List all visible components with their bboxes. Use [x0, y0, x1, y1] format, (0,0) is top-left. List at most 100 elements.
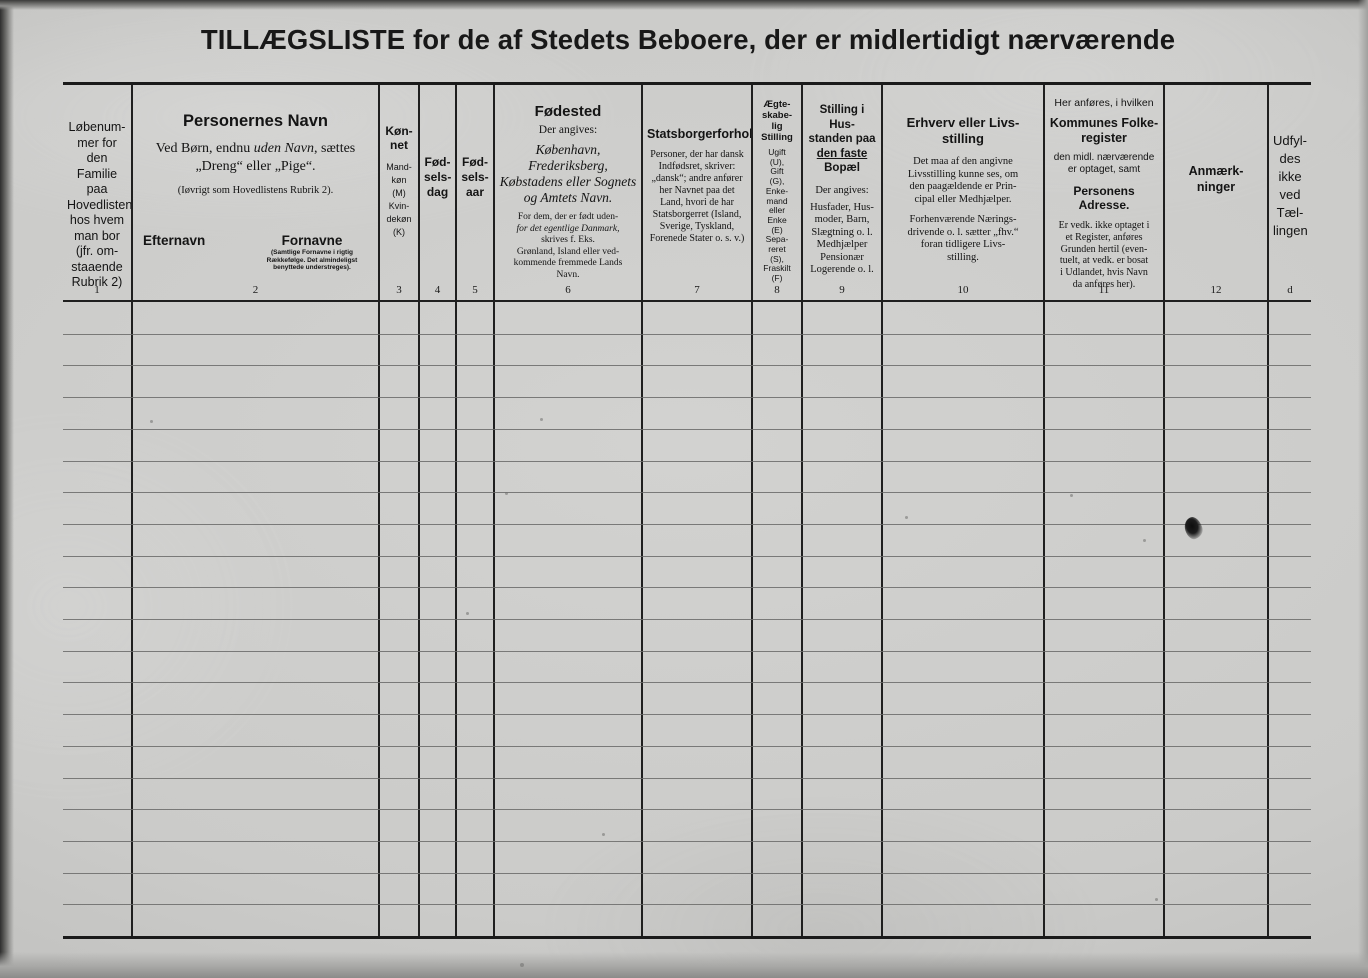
cold-line-3: ikke [1278, 169, 1302, 184]
col1-line-7: (jfr. om- [75, 244, 119, 258]
col8-fine-1: Ugift [768, 147, 786, 157]
col-divider-8-9 [801, 85, 803, 936]
col8-fine-14: (F) [771, 273, 783, 284]
col3-line-6: (K) [393, 227, 405, 237]
col2-label-fornavne: Fornavne [281, 233, 343, 248]
col6-fine-3: skrives f. Eks. [541, 235, 595, 245]
table-row-divider [63, 397, 1311, 398]
col4-line-1: Fød- [424, 155, 451, 169]
header-col-5: Fød- sels- aar 5 [457, 85, 493, 300]
cold-line-4: ved [1279, 187, 1301, 202]
col11-fine-3: Grunden hertil (even- [1060, 243, 1148, 255]
header-col-8: Ægte- skabe- lig Stilling Ugift (U), Gif… [753, 85, 801, 300]
col1-line-9: Rubrik 2) [71, 275, 123, 289]
header-col-2: Personernes Navn Ved Børn, endnu uden Na… [133, 85, 378, 300]
paper-speck [520, 963, 524, 967]
col9-heading-4: Bopæl [824, 162, 860, 174]
table-row-divider [63, 556, 1311, 557]
col8-heading-4: Stilling [761, 132, 793, 143]
col12-number: 12 [1210, 284, 1222, 296]
col8-heading-3: lig [771, 121, 783, 132]
col10-fine-b-2: drivende o. l. sætter „fhv.“ [907, 226, 1019, 238]
col-divider-4-5 [455, 85, 457, 936]
col3-line-3: (M) [392, 188, 406, 198]
col-divider-10-11 [1043, 85, 1045, 936]
col1-number: 1 [94, 284, 100, 296]
header-col-d: Udfyl- des ikke ved Tæl- lingen d [1269, 85, 1311, 300]
table-row-divider [63, 873, 1311, 874]
col10-fine-a-1: Det maa af den angivne [913, 156, 1013, 167]
col2-sub-a: Ved Børn, endnu [155, 141, 254, 156]
col12-heading-2: ninger [1196, 180, 1236, 194]
col9-number: 9 [839, 284, 845, 296]
col6-heading: Fødested [534, 103, 602, 120]
col1-line-2: mer for den [77, 135, 117, 166]
table-row-divider [63, 492, 1311, 493]
col9-heading-1: Stilling i Hus- [819, 104, 865, 131]
paper-speck [1143, 539, 1146, 542]
col9-fine-4: Medhjælper [816, 239, 868, 250]
col8-fine-11: reret [768, 244, 786, 255]
col10-heading-1: Erhverv eller Livs- [906, 115, 1020, 130]
table-row-divider [63, 461, 1311, 462]
col-divider-2-3 [378, 85, 380, 936]
header-col-6: Fødested Der angives: København, Frederi… [495, 85, 641, 300]
col7-heading: Statsborgerforhold [647, 127, 751, 141]
col4-line-3: dag [426, 185, 449, 199]
col9-fine-2: moder, Barn, [814, 214, 870, 225]
col3-line-2: køn [391, 175, 407, 185]
col5-line-1: Fød- [462, 155, 488, 169]
col11-heading-2: register [1081, 131, 1127, 145]
col-divider-9-10 [881, 85, 883, 936]
cold-line-5: Tæl- [1276, 205, 1304, 220]
col8-fine-13: Fraskilt [763, 263, 791, 274]
table-row-divider [63, 714, 1311, 715]
col8-fine-4: (G), [769, 176, 785, 187]
col9-sub: Der angives: [815, 184, 869, 196]
scan-edge-bottom [0, 952, 1368, 978]
col-divider-7-8 [751, 85, 753, 936]
col9-fine-3: Slægtning o. l. [811, 226, 873, 238]
col8-fine-3: Gift [770, 166, 784, 177]
table-row-divider [63, 904, 1311, 905]
paper-speck [505, 492, 508, 495]
col2-sub-c: (Iøvrigt som Hovedlistens Rubrik 2). [177, 185, 334, 196]
col-divider-12-d [1267, 85, 1269, 936]
col12-heading-1: Anmærk- [1188, 164, 1244, 178]
col8-fine-6: mand [766, 195, 788, 206]
scan-edge-left [0, 0, 14, 978]
col-divider-6-7 [641, 85, 643, 936]
col4-number: 4 [434, 284, 441, 296]
header-col-11: Her anføres, i hvilken Kommunes Folke- r… [1045, 85, 1163, 300]
census-table: Løbenum- mer for den Familie paa Hovedli… [63, 82, 1311, 939]
col10-number: 10 [957, 284, 969, 296]
col11-fine-6: da anføres her). [1072, 278, 1136, 290]
header-col-1: Løbenum- mer for den Familie paa Hovedli… [63, 85, 131, 300]
col2-number: 2 [252, 284, 259, 296]
table-row-divider [63, 429, 1311, 430]
header-col-4: Fød- sels- dag 4 [420, 85, 455, 300]
table-row-divider [63, 809, 1311, 810]
col3-heading-2: net [390, 137, 408, 152]
col9-heading-2: standen paa [808, 133, 876, 145]
col11-fine-1: Er vedk. ikke optaget i [1058, 220, 1150, 231]
col-divider-1-2 [131, 85, 133, 936]
col7-fine: Personer, der har dansk Indfødsret, skri… [649, 149, 745, 244]
col10-fine-b-1: Forhenværende Nærings- [909, 214, 1017, 225]
col10-fine-b-3: foran tidligere Livs- [920, 239, 1006, 250]
col3-line-1: Mand- [386, 162, 412, 172]
col11-number: 11 [1098, 284, 1110, 296]
col-divider-11-12 [1163, 85, 1165, 936]
header-body-divider [63, 300, 1311, 302]
paper-speck [1155, 898, 1158, 901]
cold-line-1: Udfyl- [1273, 133, 1307, 148]
col1-line-4: Hovedlisten, [67, 197, 131, 212]
col6-fine-2: for det egentlige Danmark, [516, 223, 620, 234]
paper-speck [905, 516, 908, 519]
col10-fine-a-4: cipal eller Medhjælper. [914, 193, 1012, 205]
col9-fine-5: Pensionær [820, 251, 864, 263]
col8-fine-10: Sepa- [765, 234, 789, 245]
header-col-10: Erhverv eller Livs- stilling Det maa af … [883, 85, 1043, 300]
